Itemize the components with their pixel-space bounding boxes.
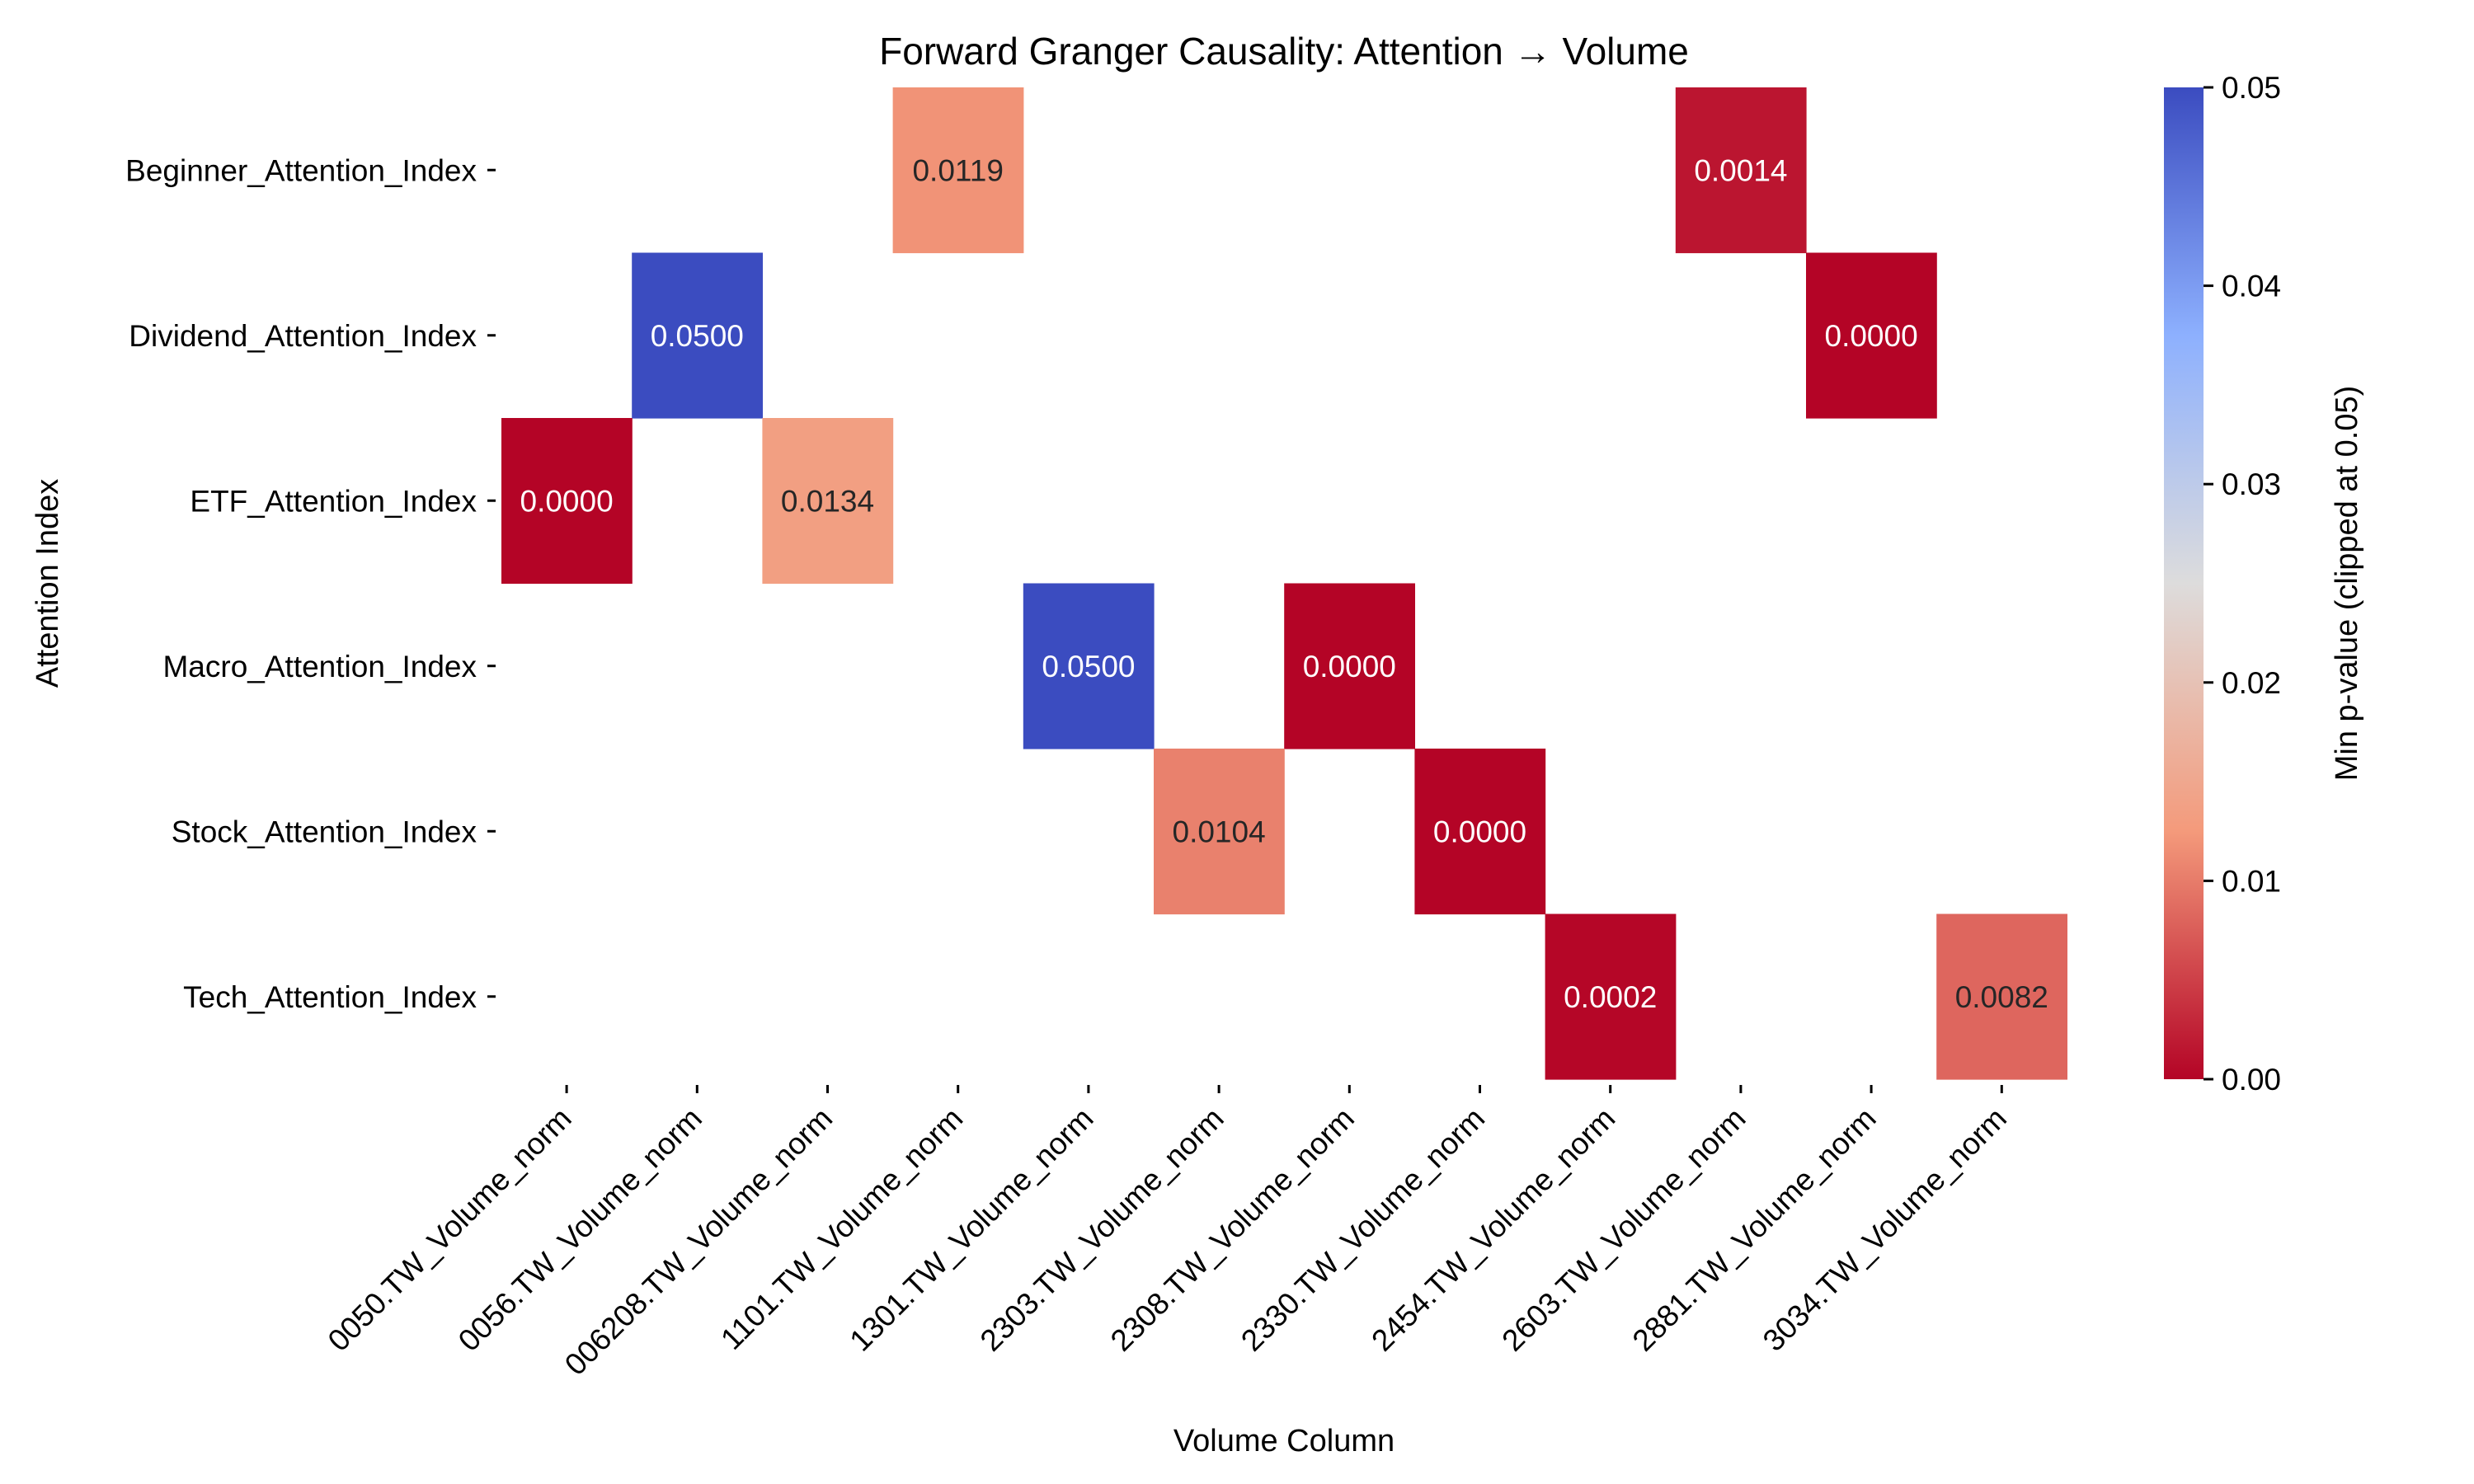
heatmap-cell	[1023, 583, 1155, 749]
x-axis-label: Volume Column	[1174, 1424, 1395, 1458]
x-tick-label: 006208.TW_Volume_norm	[558, 1101, 839, 1382]
colorbar-tick-label: 0.01	[2222, 864, 2281, 898]
colorbar-tick-label: 0.03	[2222, 467, 2281, 501]
heatmap-cell	[1936, 913, 2067, 1080]
cell-value-label: 0.0002	[1564, 980, 1657, 1014]
heatmap-cell	[501, 418, 633, 585]
heatmap-cell	[1284, 583, 1415, 749]
x-tick-label: 1101.TW_Volume_norm	[714, 1101, 969, 1356]
x-tick-label: 2303.TW_Volume_norm	[974, 1101, 1230, 1358]
x-tick-label: 2881.TW_Volume_norm	[1626, 1101, 1883, 1358]
heatmap-cell	[1154, 749, 1285, 915]
cell-value-label: 0.0000	[1433, 815, 1526, 848]
y-tick-label: ETF_Attention_Index	[190, 484, 477, 518]
colorbar: 0.00 0.01 0.02 0.03 0.04 0.05	[2164, 71, 2281, 1097]
cell-value-label: 0.0000	[1303, 650, 1396, 683]
x-tick-label: 2330.TW_Volume_norm	[1235, 1101, 1491, 1358]
chart-title: Forward Granger Causality: Attention → V…	[879, 30, 1689, 73]
colorbar-tick-label: 0.00	[2222, 1063, 2281, 1097]
x-tick-labels: 0050.TW_Volume_norm0056.TW_Volume_norm00…	[322, 1085, 2013, 1382]
heatmap-cell	[632, 252, 763, 419]
y-tick-label: Tech_Attention_Index	[183, 980, 477, 1014]
x-tick-label: 0050.TW_Volume_norm	[322, 1101, 578, 1358]
heatmap-cell	[1806, 252, 1937, 419]
y-tick-labels: Beginner_Attention_Index Dividend_Attenti…	[125, 153, 496, 1014]
cell-value-label: 0.0000	[520, 484, 614, 518]
heatmap-cell	[892, 87, 1024, 254]
cell-value-label: 0.0000	[1825, 319, 1918, 353]
x-tick-label: 0056.TW_Volume_norm	[452, 1101, 708, 1358]
y-tick-label: Beginner_Attention_Index	[125, 153, 477, 187]
y-tick-label: Stock_Attention_Index	[172, 815, 477, 848]
cell-value-label: 0.0014	[1694, 153, 1787, 187]
colorbar-tick-label: 0.05	[2222, 71, 2281, 105]
heatmap-cell	[1414, 749, 1546, 915]
x-tick-label: 1301.TW_Volume_norm	[843, 1101, 1099, 1358]
x-tick-label: 2308.TW_Volume_norm	[1104, 1101, 1361, 1358]
y-tick-label: Dividend_Attention_Index	[129, 319, 477, 353]
x-tick-label: 3034.TW_Volume_norm	[1757, 1101, 2013, 1358]
colorbar-tick-label: 0.02	[2222, 666, 2281, 700]
y-axis-label: Attention Index	[31, 479, 65, 688]
x-tick-label: 2603.TW_Volume_norm	[1495, 1101, 1752, 1358]
heatmap-cell	[1545, 913, 1677, 1080]
colorbar-gradient	[2164, 87, 2204, 1079]
cell-value-label: 0.0104	[1173, 815, 1266, 848]
y-tick-label: Macro_Attention_Index	[162, 650, 477, 683]
colorbar-label: Min p-value (clipped at 0.05)	[2330, 386, 2364, 781]
heatmap-cell	[762, 418, 894, 585]
cell-value-label: 0.0500	[651, 319, 744, 353]
cell-value-label: 0.0119	[912, 153, 1003, 187]
cell-value-label: 0.0082	[1955, 980, 2048, 1014]
heatmap-cells: 0.0119 0.0014 0.0500 0.0000 0.0000 0.0134 0.05…	[501, 87, 2067, 1080]
cell-value-label: 0.0134	[781, 484, 874, 518]
x-tick-label: 2454.TW_Volume_norm	[1365, 1101, 1621, 1358]
cell-value-label: 0.0500	[1042, 650, 1135, 683]
colorbar-tick-label: 0.04	[2222, 270, 2281, 303]
heatmap-cell	[1675, 87, 1807, 254]
